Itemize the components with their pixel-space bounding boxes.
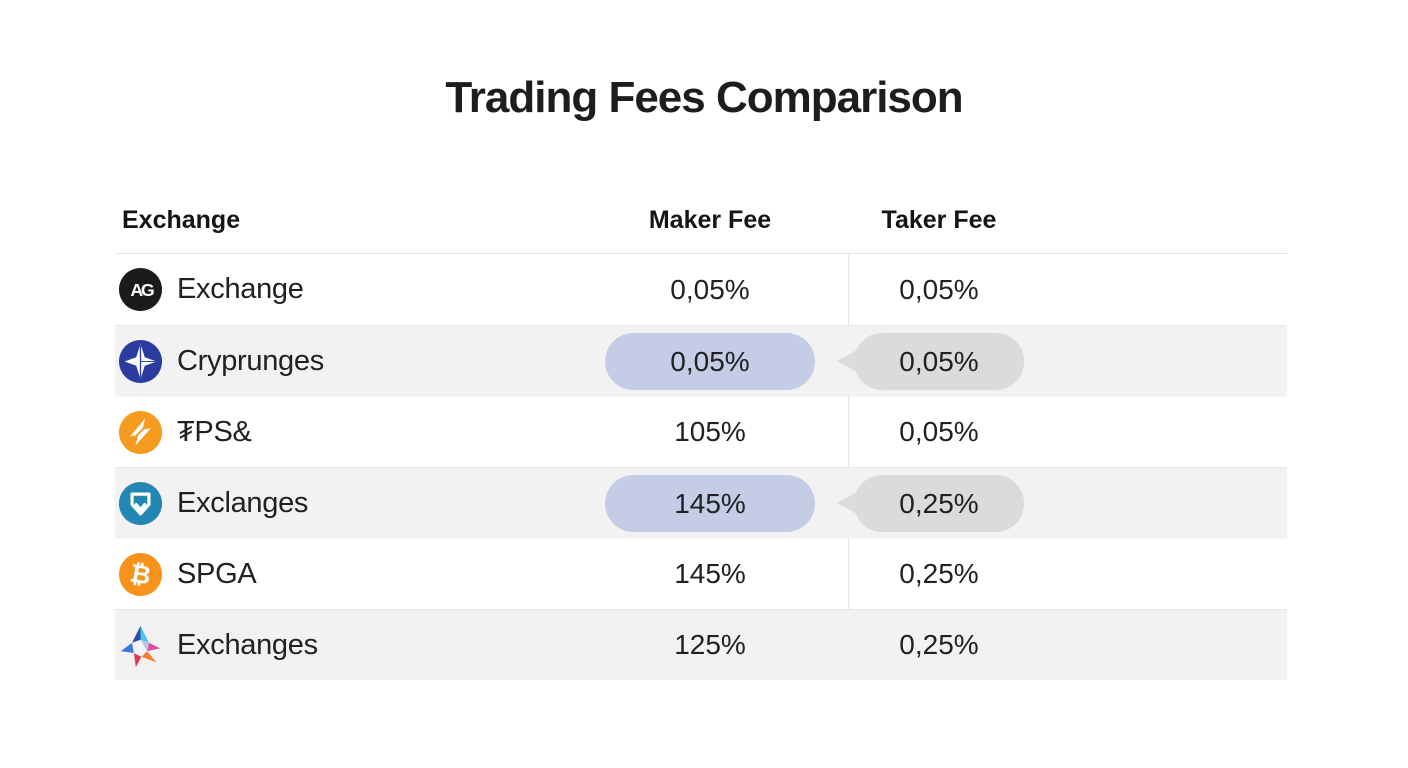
table-row: AG Exchange 0,05% 0,05% <box>115 254 1287 325</box>
exchange-name: Exchanges <box>177 628 318 661</box>
taker-fee-cell: 0,25% <box>849 558 1287 590</box>
taker-fee-answer-bubble[interactable]: 0,05% <box>854 332 1024 390</box>
exchange-name: Cryprunges <box>177 344 324 377</box>
taker-fee-value: 0,05% <box>899 416 979 447</box>
maker-fee-value: 105% <box>674 416 746 447</box>
maker-fee-selected-pill[interactable]: 145% <box>605 474 815 532</box>
exchange-name: Exclanges <box>177 486 309 519</box>
four-point-star-icon <box>118 339 163 384</box>
taker-fee-column-header: Taker Fee <box>881 206 997 234</box>
taker-fee-answer-bubble[interactable]: 0,25% <box>854 474 1024 532</box>
pinwheel-icon <box>118 623 163 668</box>
table-row: Exchanges 125% 0,25% <box>115 609 1287 680</box>
taker-fee-cell: 0,05% <box>849 416 1287 448</box>
exchange-cell: Cryprunges <box>115 339 597 384</box>
fees-comparison-table: Exchange Maker Fee Taker Fee AG Exchange… <box>115 188 1287 680</box>
lightning-icon <box>118 410 163 455</box>
table-header-row: Exchange Maker Fee Taker Fee <box>115 188 1287 254</box>
maker-fee-cell: 125% <box>597 629 849 661</box>
exchange-cell: Exchanges <box>115 623 597 668</box>
exchange-name: Exchange <box>177 273 304 305</box>
maker-fee-cell: 145% <box>597 558 849 590</box>
maker-fee-cell: 105% <box>597 416 849 448</box>
maker-fee-column-header: Maker Fee <box>648 206 772 234</box>
taker-fee-value: 0,05% <box>899 273 979 305</box>
exchange-column-header: Exchange <box>122 206 241 234</box>
table-row: ₿ SPGA 145% 0,25% <box>115 538 1287 609</box>
ag-monogram-icon: AG <box>118 267 163 312</box>
maker-fee-cell: 0,05% <box>597 332 849 390</box>
exchange-cell: Exclanges <box>115 481 597 526</box>
table-row: Cryprunges 0,05% 0,05% <box>115 325 1287 396</box>
taker-fee-cell: 0,25% <box>849 474 1287 532</box>
exchange-cell: AG Exchange <box>115 267 597 312</box>
exchange-name: SPGA <box>177 557 257 590</box>
maker-fee-cell: 145% <box>597 474 849 532</box>
svg-text:AG: AG <box>130 280 154 300</box>
exchange-name: ₮PS& <box>177 415 252 448</box>
taker-fee-cell: 0,05% <box>849 332 1287 390</box>
page-title: Trading Fees Comparison <box>445 73 963 122</box>
svg-text:₿: ₿ <box>128 558 153 590</box>
exchange-cell: ₮PS& <box>115 410 597 455</box>
taker-fee-value: 0,25% <box>899 558 979 589</box>
maker-fee-value: 0,05% <box>670 273 750 305</box>
taker-fee-value: 0,25% <box>899 629 979 660</box>
maker-fee-cell: 0,05% <box>597 274 849 306</box>
taker-fee-cell: 0,05% <box>849 274 1287 306</box>
taker-fee-cell: 0,25% <box>849 629 1287 661</box>
table-row: Exclanges 145% 0,25% <box>115 467 1287 538</box>
exchange-cell: ₿ SPGA <box>115 552 597 597</box>
table-row: ₮PS& 105% 0,05% <box>115 396 1287 467</box>
shield-icon <box>118 481 163 526</box>
maker-fee-value: 125% <box>674 629 746 660</box>
maker-fee-selected-pill[interactable]: 0,05% <box>605 332 815 390</box>
bitcoin-icon: ₿ <box>118 552 163 597</box>
maker-fee-value: 145% <box>674 558 746 589</box>
